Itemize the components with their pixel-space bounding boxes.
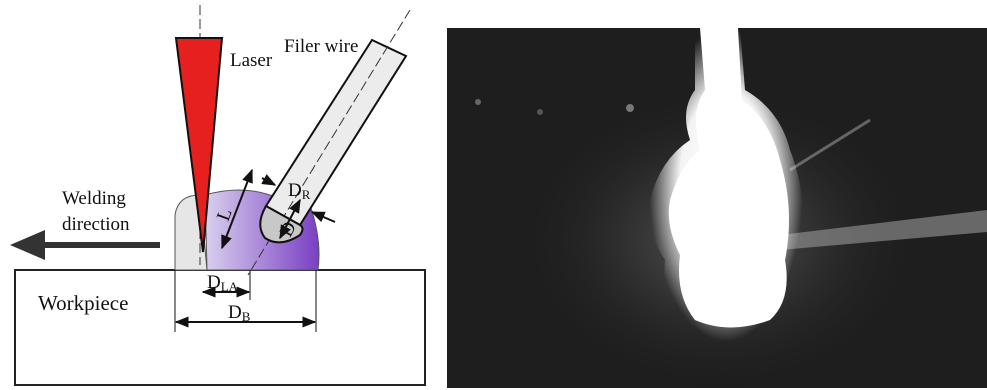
laser-label: Laser: [230, 50, 273, 71]
dr-arrow: [312, 212, 335, 222]
dla-sub: LA: [221, 279, 239, 294]
filler-wire: [266, 40, 406, 225]
dr-main: D: [288, 180, 302, 201]
db-sub: B: [242, 309, 251, 324]
dla-main: D: [207, 272, 221, 293]
spatter: [475, 99, 481, 105]
spatter: [537, 109, 543, 115]
workpiece-label: Workpiece: [38, 291, 128, 315]
dr-arrow: [262, 178, 275, 185]
dr-sub: R: [302, 187, 311, 202]
direction-head: [10, 230, 45, 260]
figure: Laser Filer wire Welding direction Workp…: [0, 0, 987, 390]
db-main: D: [228, 302, 242, 323]
direction-label: Welding: [62, 188, 126, 209]
schematic: Laser Filer wire Welding direction Workp…: [10, 5, 425, 385]
wire-label: Filer wire: [284, 36, 358, 57]
photo: [447, 28, 987, 390]
direction-label: direction: [62, 214, 130, 235]
spatter: [626, 104, 634, 112]
